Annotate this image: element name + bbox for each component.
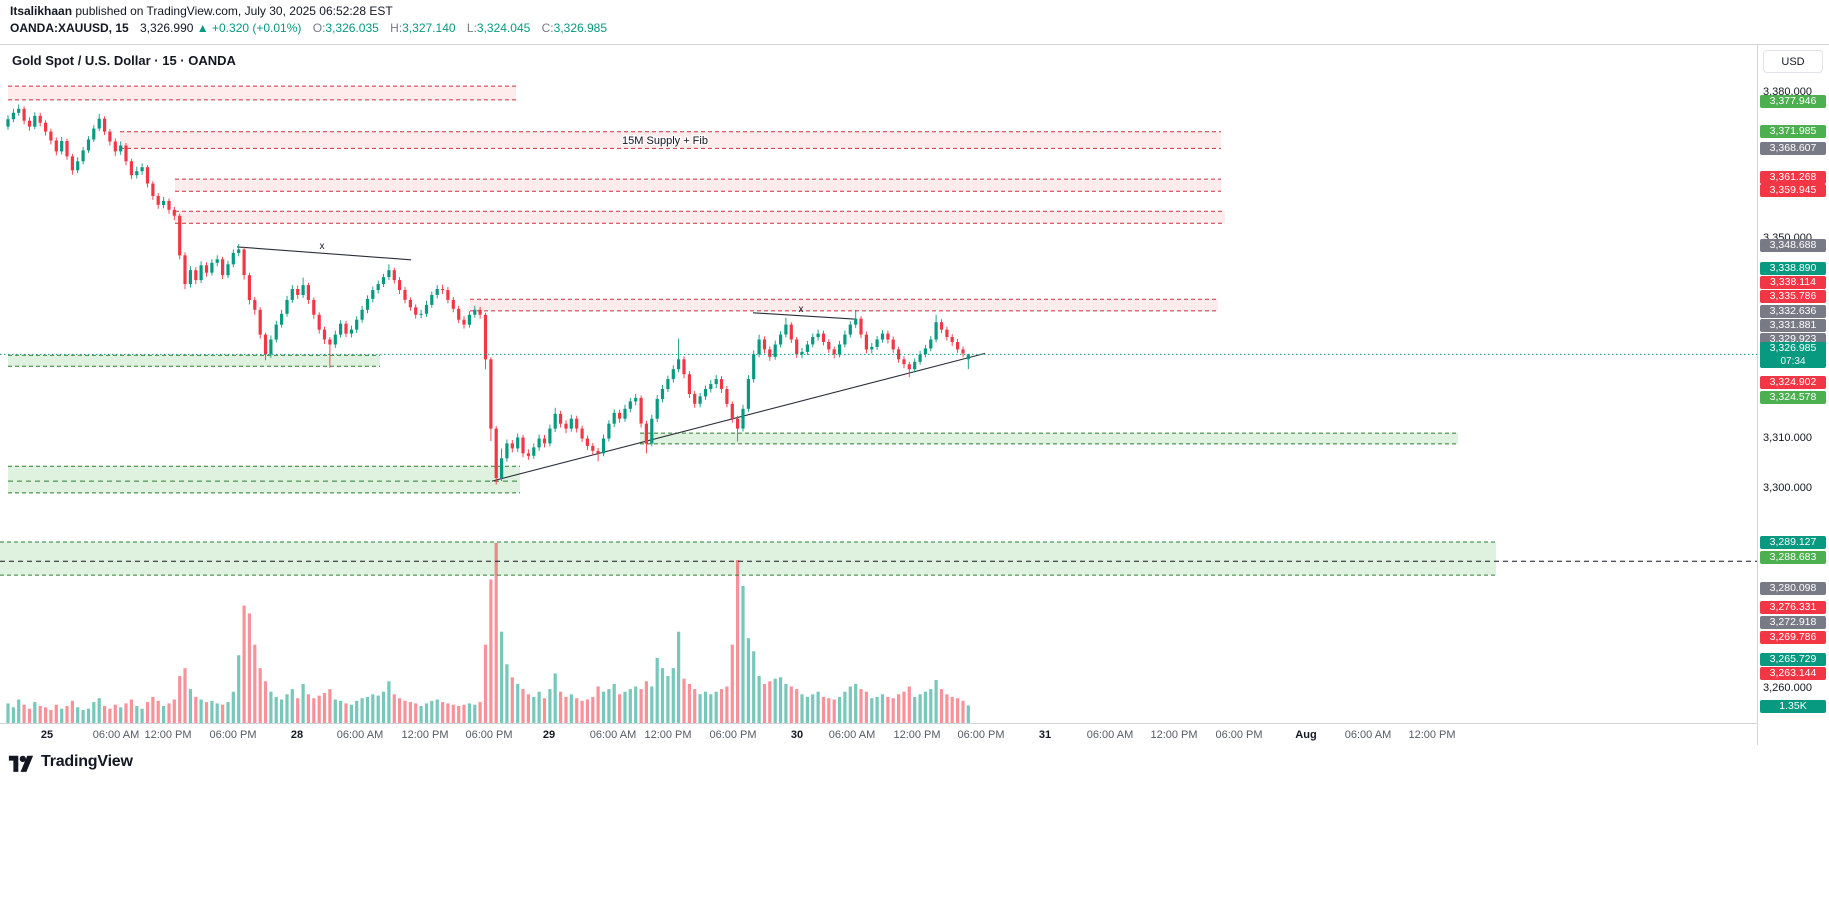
time-axis-time-label: 06:00 AM [1086, 729, 1134, 741]
last-price: 3,326.990 [140, 21, 194, 35]
chart-panel: Gold Spot / U.S. Dollar · 15 · OANDA USD… [0, 44, 1829, 748]
open-value: 3,326.035 [325, 21, 379, 35]
trendlines[interactable]: xx [236, 241, 986, 482]
time-axis-time-label: 06:00 PM [709, 729, 757, 741]
price-level-badge: 3,361.268 [1760, 171, 1826, 184]
low-label: L: [466, 21, 477, 35]
time-axis-time-label: 06:00 AM [589, 729, 637, 741]
time-axis-time-label: 12:00 PM [644, 729, 692, 741]
current-price-badge: 3,326.985 07:34 [1760, 342, 1826, 368]
price-level-badge: 3,377.946 [1760, 95, 1826, 108]
price-level-badge: 3,332.636 [1760, 305, 1826, 318]
open-label: O: [312, 21, 326, 35]
publish-info: published on TradingView.com, July 30, 2… [72, 4, 393, 18]
price-level-badge: 3,263.144 [1760, 667, 1826, 680]
low-value: 3,324.045 [476, 21, 531, 35]
high-label: H: [390, 21, 403, 35]
time-axis-time-label: 12:00 PM [1408, 729, 1456, 741]
currency-toggle-button[interactable]: USD [1763, 50, 1823, 73]
close-value: 3,326.985 [553, 21, 608, 35]
price-level-badge: 3,324.578 [1760, 391, 1826, 404]
time-axis-time-label: 06:00 PM [209, 729, 257, 741]
price-level-badge: 3,324.902 [1760, 376, 1826, 389]
time-axis-time-label: 06:00 AM [828, 729, 876, 741]
time-axis[interactable]: 25 06:00 AM 12:00 PM 06:00 PM 28 06:00 AM 12:0… [0, 723, 1757, 748]
price-level-badge: 3,371.985 [1760, 125, 1826, 138]
volume-bars [6, 543, 970, 723]
current-price-value: 3,326.985 [1769, 342, 1817, 354]
svg-text:15M Supply + Fib: 15M Supply + Fib [622, 135, 708, 147]
time-axis-time-label: 06:00 AM [92, 729, 140, 741]
price-level-badge: 3,272.918 [1760, 616, 1826, 629]
time-axis-day-label: 25 [40, 729, 54, 741]
bar-countdown: 07:34 [1780, 356, 1806, 367]
zone-borders: 15M Supply + Fib [0, 85, 1757, 576]
price-level-badge: 3,338.114 [1760, 276, 1826, 289]
chart-title: Gold Spot / U.S. Dollar · 15 · OANDA [12, 53, 236, 68]
time-axis-time-label: 06:00 PM [465, 729, 513, 741]
time-axis-day-label: 28 [290, 729, 304, 741]
symbol-interval: OANDA:XAUUSD, 15 [10, 21, 129, 35]
price-level-badge: 3,368.607 [1760, 142, 1826, 155]
tradingview-logo[interactable]: TradingView [8, 751, 133, 773]
price-level-badge: 3,335.786 [1760, 290, 1826, 303]
time-axis-time-label: 06:00 AM [336, 729, 384, 741]
price-level-badge: 3,331.881 [1760, 319, 1826, 332]
close-label: C: [541, 21, 554, 35]
time-axis-time-label: 12:00 PM [401, 729, 449, 741]
tradingview-logo-icon [8, 755, 34, 772]
publish-line: Itsalikhaan published on TradingView.com… [10, 4, 393, 18]
price-level-badge: 3,348.688 [1760, 239, 1826, 252]
high-value: 3,327.140 [402, 21, 456, 35]
volume-badge: 1.35K [1760, 700, 1826, 713]
price-level-badge: 3,359.945 [1760, 184, 1826, 197]
time-axis-time-label: 12:00 PM [1150, 729, 1198, 741]
time-axis-time-label: 06:00 AM [1344, 729, 1392, 741]
time-axis-time-label: 06:00 PM [1215, 729, 1263, 741]
price-level-badge: 3,280.098 [1760, 582, 1826, 595]
time-axis-day-label: Aug [1295, 729, 1317, 741]
svg-text:x: x [799, 304, 804, 315]
candlestick-series [6, 104, 970, 485]
price-level-badge: 3,265.729 [1760, 653, 1826, 666]
time-axis-day-label: 31 [1038, 729, 1052, 741]
price-level-badge: 3,276.331 [1760, 601, 1826, 614]
price-axis-value: 3,300.000 [1763, 482, 1812, 494]
price-level-badge: 3,289.127 [1760, 536, 1826, 549]
price-axis-value: 3,310.000 [1763, 432, 1812, 444]
attribution-bar: Itsalikhaan published on TradingView.com… [0, 0, 1829, 44]
time-axis-day-label: 29 [542, 729, 556, 741]
price-level-badge: 3,269.786 [1760, 631, 1826, 644]
price-level-badge: 3,338.890 [1760, 262, 1826, 275]
price-change: +0.320 (+0.01%) [212, 21, 302, 35]
zone-fills [0, 86, 1496, 576]
price-axis[interactable]: 3,380.000 3,377.946 3,371.985 3,368.607 3,36… [1757, 45, 1829, 745]
up-arrow-icon: ▲ [196, 21, 209, 35]
price-axis-value: 3,260.000 [1763, 682, 1812, 694]
price-level-badge: 3,288.683 [1760, 551, 1826, 564]
tradingview-logo-text: TradingView [41, 753, 133, 770]
svg-text:x: x [320, 241, 325, 252]
time-axis-time-label: 12:00 PM [144, 729, 192, 741]
symbol-quote-line: OANDA:XAUUSD, 15 3,326.990 ▲ +0.320 (+0.… [10, 21, 607, 35]
time-axis-time-label: 12:00 PM [893, 729, 941, 741]
time-axis-time-label: 06:00 PM [957, 729, 1005, 741]
publisher-name: Itsalikhaan [10, 4, 73, 18]
time-axis-day-label: 30 [790, 729, 804, 741]
